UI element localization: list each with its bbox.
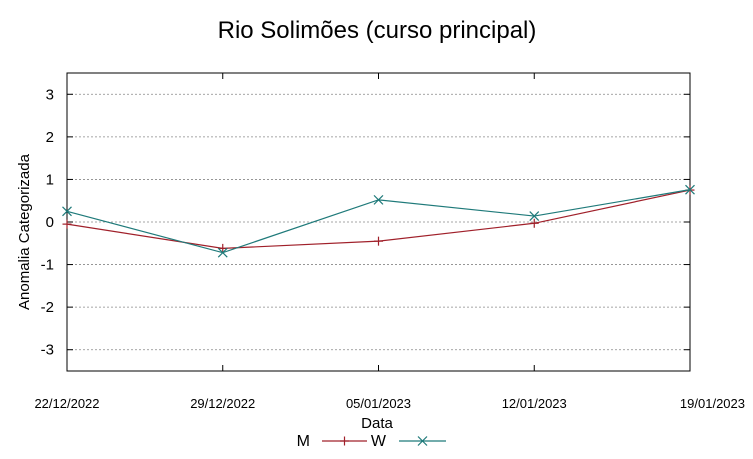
x-axis-label: Data	[361, 415, 393, 432]
grid-lines	[67, 93, 690, 351]
x-tick-label: 22/12/2022	[34, 396, 99, 411]
series-W	[62, 184, 695, 258]
x-tick-label: 12/01/2023	[502, 396, 567, 411]
y-tick-label: -2	[41, 299, 54, 316]
x-axis-ticks: 22/12/2022 29/12/2022 05/01/2023 12/01/2023…	[34, 73, 745, 411]
x-tick-label: 29/12/2022	[190, 396, 255, 411]
y-axis-label: Anomalia Categorizada	[16, 153, 33, 310]
y-axis-ticks: 3 2 1 0 -1 -2 -3	[41, 86, 690, 359]
data-point-W	[217, 247, 228, 258]
y-tick-label: 0	[46, 214, 54, 231]
series-M	[62, 185, 695, 253]
legend-marker	[340, 436, 349, 446]
data-point-M	[529, 218, 539, 228]
data-point-M	[218, 243, 228, 253]
legend-marker	[417, 436, 428, 446]
y-tick-label: 2	[46, 129, 54, 146]
x-tick-label: 19/01/2023	[680, 396, 745, 411]
y-tick-label: -1	[41, 257, 54, 274]
legend-label: M	[297, 433, 310, 450]
chart-title: Rio Solimões (curso principal)	[218, 17, 537, 44]
data-point-M	[374, 236, 383, 246]
data-point-W	[373, 194, 384, 205]
data-point-M	[62, 219, 72, 229]
legend-item-W: W	[371, 433, 446, 450]
legend-label: W	[371, 433, 387, 450]
y-tick-label: -3	[41, 342, 54, 359]
y-tick-label: 3	[46, 86, 54, 103]
data-point-W	[529, 211, 540, 221]
legend-item-M: M	[297, 433, 367, 450]
series-group	[62, 184, 695, 258]
data-point-W	[685, 184, 695, 195]
data-point-W	[62, 206, 72, 217]
x-tick-label: 05/01/2023	[346, 396, 411, 411]
y-tick-label: 1	[46, 171, 54, 188]
